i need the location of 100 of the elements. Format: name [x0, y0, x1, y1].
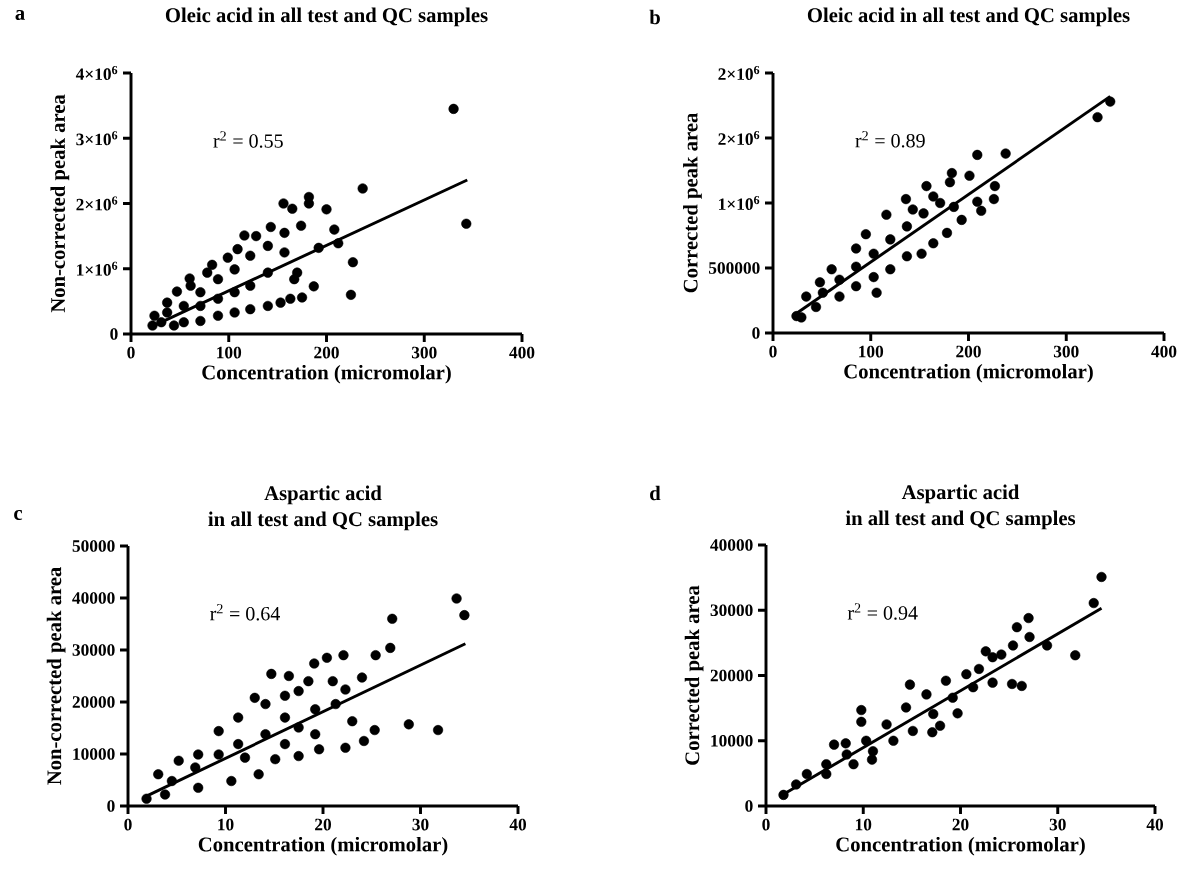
point	[856, 716, 867, 727]
chart-subtitle: in all test and QC samples	[845, 510, 1076, 530]
point	[948, 201, 959, 212]
point	[973, 663, 985, 675]
point	[168, 320, 180, 331]
point	[270, 754, 281, 765]
point	[817, 287, 828, 298]
point	[861, 735, 872, 746]
chart-title: Oleic acid in all test and QC samples	[165, 7, 488, 27]
chart-title: Oleic acid in all test and QC samples	[807, 7, 1130, 27]
point	[195, 287, 206, 298]
point	[928, 238, 939, 249]
point	[178, 317, 189, 328]
point	[956, 214, 967, 225]
y-tick-label: 20000	[710, 669, 753, 682]
point	[279, 247, 290, 258]
y-tick-label: 0	[110, 328, 118, 340]
point	[369, 725, 380, 736]
x-axis-title: Concentration (micromolar)	[202, 364, 451, 384]
point	[333, 238, 344, 249]
point	[860, 229, 871, 240]
y-tick-label: 30000	[710, 604, 753, 617]
point	[385, 642, 396, 653]
point	[293, 722, 304, 733]
x-tick-label: 10	[855, 818, 872, 831]
point	[989, 181, 1000, 192]
point	[1000, 148, 1011, 159]
point	[239, 230, 250, 241]
point	[297, 292, 308, 303]
y-tick-label: 40000	[710, 539, 753, 551]
annotation: r$^{2}$ = 0.55	[213, 131, 283, 148]
point	[921, 181, 932, 192]
point	[245, 280, 256, 291]
point	[233, 739, 244, 750]
point	[153, 769, 164, 780]
y-tick-label: 2×10$^{6}$	[718, 130, 760, 145]
point	[851, 281, 862, 292]
point	[159, 789, 171, 800]
point	[195, 315, 206, 327]
point	[149, 310, 160, 321]
point	[821, 768, 832, 780]
point	[156, 317, 167, 328]
point	[976, 205, 987, 216]
point	[285, 293, 296, 304]
y-tick-label: 10000	[73, 748, 115, 760]
point	[1096, 571, 1107, 583]
point	[856, 705, 867, 716]
point	[327, 676, 338, 687]
point	[213, 749, 224, 760]
point	[451, 593, 462, 604]
point	[927, 727, 938, 738]
point	[952, 708, 963, 719]
point	[202, 267, 213, 278]
point	[358, 735, 370, 747]
point	[901, 251, 912, 262]
point	[303, 676, 314, 687]
point	[459, 610, 470, 621]
point	[840, 738, 851, 749]
point	[313, 242, 324, 253]
point	[1041, 640, 1053, 651]
point	[229, 307, 240, 318]
point	[791, 779, 802, 790]
point	[213, 726, 224, 737]
point	[229, 287, 240, 298]
point	[900, 194, 912, 205]
point	[916, 248, 927, 259]
point	[310, 729, 321, 740]
point	[834, 274, 845, 285]
x-tick-label: 0	[762, 818, 770, 831]
y-tick-label: 2×10$^{6}$	[718, 65, 760, 80]
x-tick-label: 0	[124, 818, 132, 831]
point	[162, 307, 173, 318]
point	[178, 300, 189, 311]
chart-subtitle: in all test and QC samples	[208, 511, 438, 531]
point	[885, 264, 896, 275]
point	[988, 194, 999, 205]
point	[947, 692, 958, 703]
point	[185, 280, 196, 291]
point	[265, 221, 276, 233]
point	[245, 304, 256, 315]
point	[928, 708, 939, 720]
point	[147, 320, 158, 331]
point	[233, 712, 244, 723]
point	[888, 735, 899, 746]
point	[900, 702, 912, 713]
point	[239, 752, 251, 763]
point	[321, 652, 332, 663]
point	[801, 291, 812, 302]
point	[810, 301, 822, 313]
point	[918, 208, 929, 219]
x-axis-title: Concentration (micromolar)	[198, 836, 448, 856]
point	[821, 759, 832, 770]
point	[866, 754, 878, 765]
point	[1024, 631, 1035, 643]
point	[432, 725, 444, 736]
point	[222, 252, 233, 263]
point	[279, 690, 291, 701]
point	[309, 658, 320, 669]
point	[340, 742, 351, 753]
point	[329, 224, 340, 235]
